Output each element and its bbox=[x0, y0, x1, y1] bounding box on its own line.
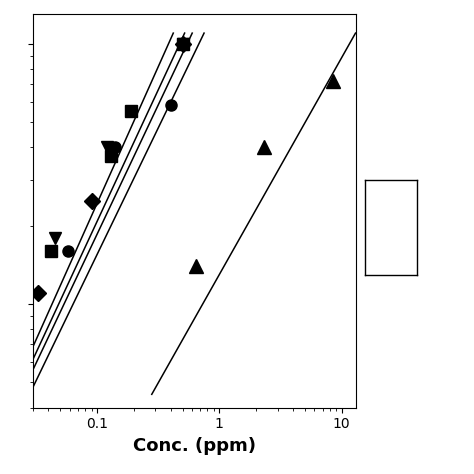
X-axis label: Conc. (ppm): Conc. (ppm) bbox=[133, 437, 256, 455]
